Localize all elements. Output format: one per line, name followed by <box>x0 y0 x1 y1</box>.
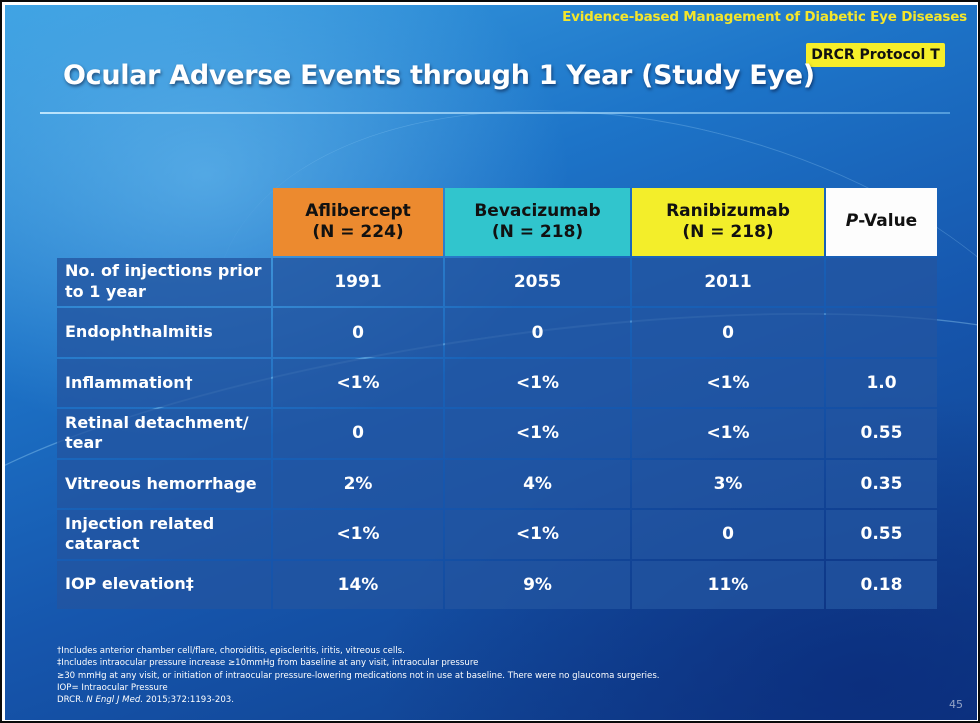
column-header-name: Ranibizumab <box>666 200 790 221</box>
row-label: Inflammation† <box>57 358 271 408</box>
reference-details: 2015;372:1193-203. <box>145 695 234 706</box>
cell-bevacizumab: 0 <box>445 308 630 357</box>
cell-aflibercept: <1% <box>273 510 443 559</box>
row-label: No. of injections prior to 1 year <box>57 258 271 307</box>
cell-ranibizumab: 0 <box>632 308 824 357</box>
footnote-iop-abbreviation: IOP= Intraocular Pressure <box>57 682 168 693</box>
column-header-aflibercept: Aflibercept (N = 224) <box>273 188 443 256</box>
cell-aflibercept: 0 <box>273 308 443 357</box>
slide-title: Ocular Adverse Events through 1 Year (St… <box>63 60 815 91</box>
cell-pvalue: 1.0 <box>826 358 937 408</box>
cell-bevacizumab: <1% <box>445 409 630 458</box>
column-header-pvalue: P-Value <box>826 188 937 256</box>
table-header-row: Aflibercept (N = 224) Bevacizumab (N = 2… <box>57 188 937 256</box>
reference-prefix: DRCR. <box>57 695 84 706</box>
row-label: Injection related cataract <box>57 510 271 559</box>
reference-citation: DRCR. N Engl J Med. 2015;372:1193-203. <box>57 694 660 706</box>
cell-pvalue <box>826 308 937 357</box>
cell-pvalue: 0.18 <box>826 560 937 609</box>
table-row: Inflammation† <1% <1% <1% 1.0 <box>57 358 937 408</box>
table-row: Retinal detachment/ tear 0 <1% <1% 0.55 <box>57 409 937 458</box>
column-header-ranibizumab: Ranibizumab (N = 218) <box>632 188 824 256</box>
footnote-iop: ‡Includes intraocular pressure increase … <box>57 658 479 669</box>
page-number: 45 <box>949 698 963 711</box>
column-header-n: (N = 218) <box>682 222 774 242</box>
cell-pvalue: 0.55 <box>826 510 937 559</box>
column-header-n: (N = 224) <box>312 222 404 242</box>
column-header-bevacizumab: Bevacizumab (N = 218) <box>445 188 630 256</box>
row-label: Retinal detachment/ tear <box>57 409 271 458</box>
table-row: Endophthalmitis 0 0 0 <box>57 308 937 357</box>
table-row: No. of injections prior to 1 year 1991 2… <box>57 258 937 307</box>
cell-aflibercept: <1% <box>273 358 443 408</box>
row-label: Vitreous hemorrhage <box>57 459 271 509</box>
table-row: IOP elevation‡ 14% 9% 11% 0.18 <box>57 560 937 609</box>
footnote-iop-continued: ≥30 mmHg at any visit, or initiation of … <box>57 670 660 681</box>
cell-pvalue: 0.35 <box>826 459 937 509</box>
cell-ranibizumab: 11% <box>632 560 824 609</box>
adverse-events-table: Aflibercept (N = 224) Bevacizumab (N = 2… <box>55 186 939 611</box>
cell-aflibercept: 14% <box>273 560 443 609</box>
reference-journal: N Engl J Med. <box>86 695 144 706</box>
cell-aflibercept: 0 <box>273 409 443 458</box>
table-row: Vitreous hemorrhage 2% 4% 3% 0.35 <box>57 459 937 509</box>
cell-ranibizumab: 0 <box>632 510 824 559</box>
cell-aflibercept: 1991 <box>273 258 443 307</box>
cell-ranibizumab: <1% <box>632 409 824 458</box>
cell-ranibizumab: 3% <box>632 459 824 509</box>
pvalue-p: P <box>845 211 859 232</box>
cell-ranibizumab: <1% <box>632 358 824 408</box>
cell-pvalue: 0.55 <box>826 409 937 458</box>
column-header-name: Aflibercept <box>305 200 411 221</box>
series-title: Evidence-based Management of Diabetic Ey… <box>562 9 967 25</box>
cell-bevacizumab: 4% <box>445 459 630 509</box>
pvalue-suffix: -Value <box>858 211 918 232</box>
cell-bevacizumab: 2055 <box>445 258 630 307</box>
row-label: IOP elevation‡ <box>57 560 271 609</box>
footnotes: †Includes anterior chamber cell/flare, c… <box>57 645 660 706</box>
cell-aflibercept: 2% <box>273 459 443 509</box>
cell-bevacizumab: <1% <box>445 510 630 559</box>
title-underline <box>40 112 950 114</box>
footnote-inflammation: †Includes anterior chamber cell/flare, c… <box>57 646 405 656</box>
cell-bevacizumab: <1% <box>445 358 630 408</box>
slide: Evidence-based Management of Diabetic Ey… <box>5 5 977 720</box>
header-blank-cell <box>57 188 271 256</box>
column-header-n: (N = 218) <box>491 222 584 242</box>
protocol-badge: DRCR Protocol T <box>806 43 945 67</box>
column-header-name: Bevacizumab <box>474 200 601 221</box>
cell-pvalue <box>826 258 937 307</box>
table-row: Injection related cataract <1% <1% 0 0.5… <box>57 510 937 559</box>
cell-ranibizumab: 2011 <box>632 258 824 307</box>
cell-bevacizumab: 9% <box>445 560 630 609</box>
row-label: Endophthalmitis <box>57 308 271 357</box>
